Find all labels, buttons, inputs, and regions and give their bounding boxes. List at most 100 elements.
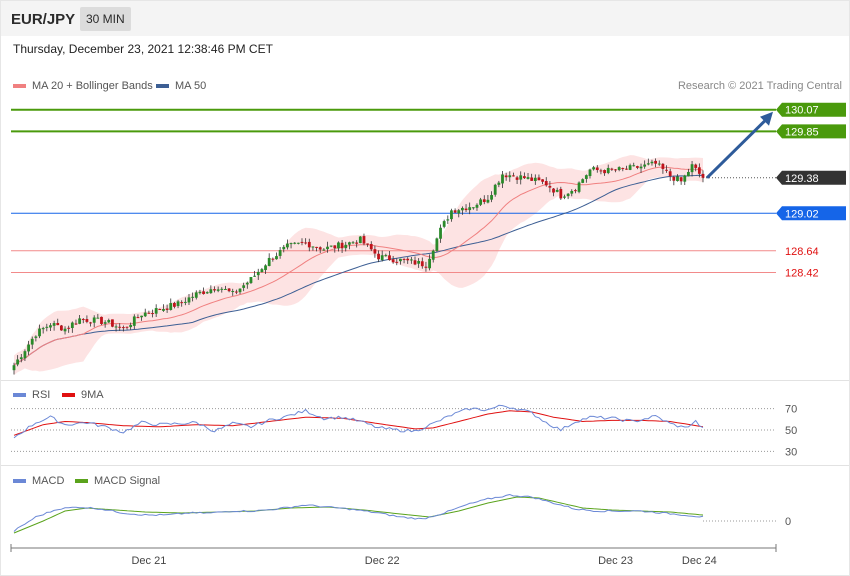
candle-body bbox=[431, 250, 435, 260]
candle-body bbox=[457, 210, 461, 214]
candle-body bbox=[286, 243, 289, 248]
x-tick-label: Dec 24 bbox=[682, 555, 717, 567]
candle-body bbox=[522, 176, 526, 179]
candle-body bbox=[482, 199, 486, 202]
candle-body bbox=[377, 253, 380, 260]
candle-body bbox=[147, 312, 151, 314]
candle-body bbox=[559, 188, 563, 199]
candle-body bbox=[267, 257, 271, 266]
panel-divider bbox=[1, 465, 849, 466]
candle-body bbox=[96, 317, 100, 319]
candle-body bbox=[687, 171, 690, 177]
timeframe-button[interactable]: 30 MIN bbox=[80, 7, 131, 31]
candle-body bbox=[632, 165, 636, 167]
candle-body bbox=[256, 271, 260, 276]
candle-body bbox=[362, 236, 366, 244]
candle-body bbox=[399, 258, 402, 262]
macd-legend-label: MACD bbox=[32, 475, 65, 487]
timestamp: Thursday, December 23, 2021 12:38:46 PM … bbox=[13, 42, 273, 56]
candle-body bbox=[475, 204, 479, 208]
candle-body bbox=[16, 359, 20, 365]
candle-body bbox=[198, 291, 202, 294]
candle-body bbox=[132, 316, 136, 326]
candle-body bbox=[672, 176, 676, 181]
candle-body bbox=[486, 199, 490, 203]
legend-ma20: MA 20 + Bollinger Bands bbox=[13, 80, 153, 92]
candle-body bbox=[326, 246, 329, 250]
rsi-swatch-icon bbox=[13, 393, 26, 397]
candle-body bbox=[654, 160, 658, 164]
candle-body bbox=[125, 326, 129, 328]
candle-body bbox=[424, 266, 428, 268]
candle-body bbox=[12, 365, 16, 371]
legend-ma50: MA 50 bbox=[156, 80, 206, 92]
candle-body bbox=[697, 167, 701, 174]
candle-body bbox=[388, 255, 391, 261]
candle-body bbox=[446, 219, 450, 221]
macd-zero-label: 0 bbox=[785, 516, 791, 528]
candle-body bbox=[369, 244, 373, 250]
candle-body bbox=[165, 308, 169, 310]
x-tick-label: Dec 21 bbox=[131, 555, 166, 567]
x-tick-label: Dec 23 bbox=[598, 555, 633, 567]
candle-body bbox=[38, 328, 41, 337]
candle-body bbox=[173, 302, 176, 307]
candle-body bbox=[690, 164, 694, 173]
candle-body bbox=[643, 164, 647, 167]
candle-body bbox=[453, 210, 457, 213]
candle-body bbox=[202, 291, 205, 295]
candle-body bbox=[220, 288, 224, 290]
candle-body bbox=[428, 258, 431, 269]
candle-body bbox=[213, 289, 216, 291]
rsi-level-label: 70 bbox=[785, 404, 797, 416]
candle-body bbox=[694, 164, 698, 168]
candle-body bbox=[41, 328, 45, 330]
candle-body bbox=[344, 244, 348, 249]
candle-body bbox=[533, 177, 537, 182]
candle-body bbox=[114, 326, 118, 328]
candle-body bbox=[588, 169, 592, 177]
candle-body bbox=[89, 322, 92, 324]
candle-body bbox=[617, 167, 621, 170]
candle-body bbox=[300, 241, 304, 243]
candle-body bbox=[151, 313, 154, 315]
rsi9-swatch-icon bbox=[62, 393, 75, 397]
candle-body bbox=[526, 177, 530, 179]
candle-body bbox=[158, 308, 162, 310]
candle-body bbox=[63, 328, 67, 332]
candle-body bbox=[264, 265, 267, 270]
candle-body bbox=[333, 245, 337, 249]
candle-body bbox=[92, 317, 96, 323]
candle-body bbox=[307, 241, 311, 248]
candle-body bbox=[628, 165, 632, 170]
ma20-swatch-icon bbox=[13, 84, 26, 88]
candle-body bbox=[176, 301, 180, 307]
candle-body bbox=[668, 171, 672, 177]
candle-body bbox=[595, 167, 599, 171]
legend-rsi: RSI bbox=[13, 389, 50, 401]
candle-body bbox=[74, 323, 78, 325]
legend-rsi9: 9MA bbox=[62, 389, 104, 401]
candle-body bbox=[191, 296, 195, 298]
ma50-swatch-icon bbox=[156, 84, 169, 88]
candle-body bbox=[194, 292, 198, 298]
candle-body bbox=[260, 269, 264, 273]
candle-body bbox=[70, 322, 74, 329]
candle-body bbox=[271, 258, 275, 260]
copyright-text: Research © 2021 Trading Central bbox=[677, 80, 842, 92]
candle-body bbox=[515, 177, 519, 180]
ma20-line bbox=[13, 166, 704, 366]
candle-body bbox=[479, 199, 483, 205]
candle-body bbox=[121, 327, 125, 329]
candle-body bbox=[665, 169, 668, 171]
candle-body bbox=[555, 189, 559, 192]
candle-body bbox=[30, 338, 34, 345]
candle-body bbox=[577, 182, 581, 192]
candle-body bbox=[347, 242, 351, 245]
candle-body bbox=[606, 167, 610, 173]
candle-body bbox=[143, 312, 147, 317]
candle-body bbox=[373, 249, 377, 254]
candle-body bbox=[282, 246, 286, 250]
candle-body bbox=[442, 221, 446, 227]
